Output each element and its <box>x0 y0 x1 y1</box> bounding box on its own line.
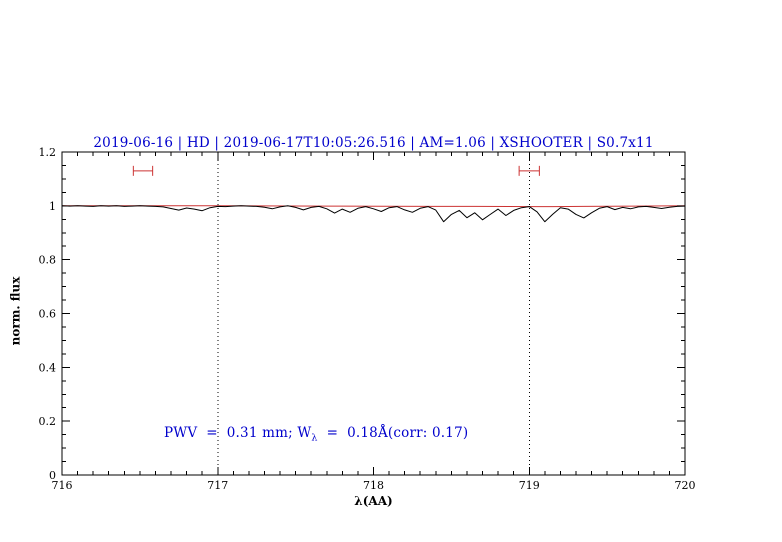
pwv-annotation: PWV = 0.31 mm; Wλ = 0.18Å(corr: 0.17) <box>146 409 468 459</box>
pwv-annotation-sub: λ <box>311 432 318 444</box>
y-axis-label-wrap: norm. flux <box>4 250 26 372</box>
x-tick-label: 720 <box>675 479 696 492</box>
pwv-annotation-part2: = 0.18Å(corr: 0.17) <box>317 425 469 441</box>
y-tick-label: 0.2 <box>39 415 57 428</box>
y-tick-label: 1.2 <box>39 146 57 159</box>
x-tick-label: 716 <box>52 479 73 492</box>
series-observed-spectrum <box>61 205 686 223</box>
pwv-annotation-part1: PWV = 0.31 mm; W <box>163 425 312 441</box>
y-tick-label: 0.4 <box>39 361 57 374</box>
plot-title: 2019-06-16 | HD | 2019-06-17T10:05:26.51… <box>93 135 654 151</box>
y-tick-label: 0 <box>49 469 56 482</box>
y-tick-label: 0.6 <box>39 308 57 321</box>
y-axis-label: norm. flux <box>8 276 22 346</box>
x-tick-label: 718 <box>363 479 384 492</box>
x-tick-label: 719 <box>519 479 540 492</box>
y-tick-label: 1 <box>49 200 56 213</box>
y-tick-label: 0.8 <box>39 254 57 267</box>
x-tick-label: 717 <box>207 479 228 492</box>
x-axis-label: λ(AA) <box>354 494 393 508</box>
